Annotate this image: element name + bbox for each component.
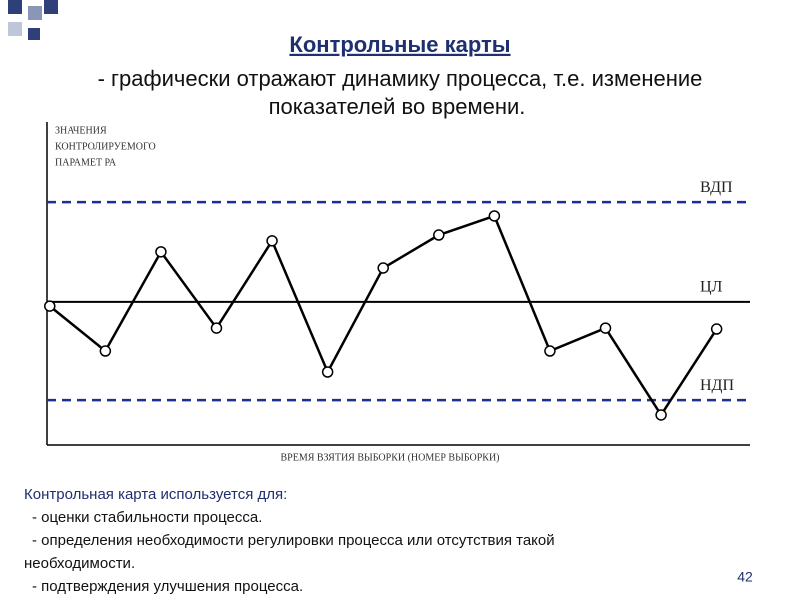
series-line bbox=[48, 214, 718, 418]
control-line-label: ВДП bbox=[700, 179, 733, 196]
control-line-label: НДП bbox=[700, 377, 734, 394]
y-axis-label: КОНТРОЛИРУЕМОГО bbox=[55, 141, 156, 152]
subtitle-line: показателей во времени. bbox=[269, 94, 526, 119]
data-point bbox=[544, 345, 556, 357]
body-line: Контрольная карта используется для: bbox=[24, 486, 287, 503]
data-point bbox=[210, 322, 223, 334]
data-point bbox=[599, 322, 612, 334]
data-point bbox=[44, 300, 56, 312]
square bbox=[8, 0, 22, 14]
subtitle-line: - графически отражают динамику процесса,… bbox=[98, 66, 703, 91]
page-number: 42 bbox=[737, 569, 753, 585]
slide-title: Контрольные карты bbox=[289, 32, 510, 57]
square bbox=[28, 28, 40, 40]
data-point bbox=[99, 345, 112, 357]
body-line: необходимости. bbox=[24, 555, 135, 572]
square bbox=[44, 0, 58, 14]
data-point bbox=[433, 229, 445, 241]
y-axis-label: ПАРАМЕТ РА bbox=[55, 157, 117, 168]
body-line: - подтверждения улучшения процесса. bbox=[32, 578, 303, 595]
y-axis-label: ЗНАЧЕНИЯ bbox=[55, 125, 107, 136]
decoration bbox=[8, 0, 58, 40]
data-point bbox=[710, 323, 723, 335]
data-point bbox=[266, 235, 278, 247]
x-axis-label: ВРЕМЯ ВЗЯТИЯ ВЫБОРКИ (НОМЕР ВЫБОРКИ) bbox=[280, 452, 499, 463]
square bbox=[28, 6, 42, 20]
control-line-label: ЦЛ bbox=[700, 279, 723, 296]
data-point bbox=[377, 262, 389, 274]
data-point bbox=[155, 246, 167, 258]
data-point bbox=[488, 210, 501, 222]
data-point bbox=[321, 366, 334, 378]
body-line: - определения необходимости регулировки … bbox=[32, 532, 555, 549]
square bbox=[8, 22, 22, 36]
body-line: - оценки стабильности процесса. bbox=[32, 509, 262, 526]
data-point bbox=[655, 409, 667, 421]
